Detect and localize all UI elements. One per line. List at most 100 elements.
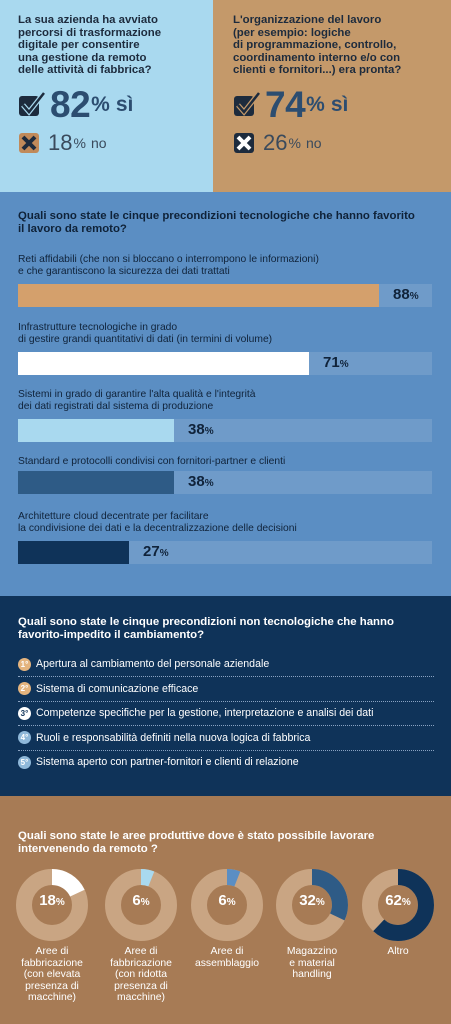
yes-percent: %: [91, 92, 110, 116]
nontech-item-label: Ruoli e responsabilità definiti nella nu…: [36, 731, 311, 744]
yes-percent: %: [306, 92, 325, 116]
donut-number: 62: [385, 892, 402, 909]
donut-percent: %: [401, 897, 411, 908]
no-value: 18: [48, 129, 73, 155]
area-donut-chart: 6%: [104, 868, 178, 942]
rank-badge: 3°: [18, 706, 31, 720]
tech-bar-fill: [18, 541, 129, 564]
nontech-list-item: 3° Competenze specifiche per la gestione,…: [18, 701, 434, 726]
tech-bar-label: Sistemi in grado di garantire l'alta qua…: [18, 389, 256, 412]
cross-icon: [234, 132, 254, 153]
donut-slice: [362, 869, 434, 941]
area-donut-chart: 32%: [275, 868, 349, 942]
tech-bar-item: Sistemi in grado di garantire l'alta qua…: [18, 389, 432, 442]
yes-label: sì: [115, 92, 134, 116]
donut-number: 6: [132, 892, 141, 909]
tech-bar-value: 71%: [323, 354, 349, 371]
donut-value: 18%: [15, 892, 89, 909]
donut-svg: [276, 869, 348, 941]
donut-percent: %: [55, 897, 65, 908]
no-value: 26: [263, 129, 288, 155]
tech-bar-fill: [18, 352, 309, 375]
tech-bar-percent: %: [204, 426, 214, 437]
question-work-organization: L'organizzazione del lavoro (per esempio…: [233, 14, 402, 76]
tech-bar-percent: %: [339, 359, 349, 370]
donut-label: Altro: [387, 946, 409, 957]
nontech-item-label: Competenze specifiche per la gestione, i…: [36, 707, 374, 719]
survey-panel-digital-transformation: La sua azienda ha avviato percorsi di tr…: [0, 0, 213, 192]
tech-bar-value: 88%: [393, 286, 419, 303]
donut-value: 62%: [361, 892, 435, 909]
yes-value: 74: [265, 83, 306, 125]
tech-bar-number: 38: [188, 421, 205, 438]
tech-bar-percent: %: [204, 478, 214, 489]
tech-bar-label: Infrastrutture tecnologiche in grado di …: [18, 322, 273, 345]
tech-bar-number: 27: [143, 543, 160, 560]
nontech-preconditions-section: Quali sono state le cinque precondizioni…: [0, 596, 451, 796]
tech-bar-value: 27%: [143, 543, 169, 560]
no-label: no: [90, 134, 107, 151]
no-percent: %: [288, 134, 301, 151]
donut-number: 18: [39, 892, 56, 909]
donut-label: Aree di fabbricazione (con ridotta prese…: [110, 946, 172, 1003]
nontech-list-item: 5° Sistema aperto con partner-fornitori e…: [18, 750, 434, 774]
tech-bar-fill: [18, 471, 174, 494]
tech-bar-label: Reti affidabili (che non si bloccano o i…: [18, 254, 319, 277]
yes-label: sì: [330, 92, 349, 116]
survey-panel-work-organization: L'organizzazione del lavoro (per esempio…: [213, 0, 451, 192]
donut-svg: [16, 869, 88, 941]
nontech-list-item: 1° Apertura al cambiamento del personale …: [18, 652, 434, 677]
donut-value: 6%: [104, 892, 178, 909]
area-donut-chart: 6%: [190, 868, 264, 942]
nontech-item-label: Sistema aperto con partner-fornitori e c…: [36, 756, 299, 768]
tech-bar-item: Architetture cloud decentrate per facili…: [18, 511, 432, 564]
donut-slice: [16, 869, 88, 941]
donut-percent: %: [226, 897, 236, 908]
tech-bar-track: 38%: [18, 471, 432, 494]
check-icon: [234, 90, 261, 116]
tech-bar-percent: %: [159, 548, 169, 559]
no-label: no: [305, 134, 322, 151]
cross-icon: [19, 132, 39, 153]
tech-bar-item: Standard e protocolli condivisi con forn…: [18, 456, 432, 494]
yes-answer: 74% sì: [233, 83, 443, 125]
tech-section-title: Quali sono state le cinque precondizioni…: [18, 210, 415, 235]
area-donut-chart: 62%: [361, 868, 435, 942]
donut-slice: [191, 869, 263, 941]
question-digital-transformation: La sua azienda ha avviato percorsi di tr…: [18, 14, 162, 76]
donut-number: 32: [299, 892, 316, 909]
tech-bar-label: Architetture cloud decentrate per facili…: [18, 511, 297, 534]
tech-bar-item: Reti affidabili (che non si bloccano o i…: [18, 254, 432, 307]
donut-value: 32%: [275, 892, 349, 909]
donut-svg: [191, 869, 263, 941]
nontech-item-label: Sistema di comunicazione efficace: [36, 682, 199, 695]
donut-label: Magazzino e material handling: [286, 946, 338, 980]
no-percent: %: [73, 134, 86, 151]
tech-bar-track: 38%: [18, 419, 432, 442]
donut-svg: [362, 869, 434, 941]
nontech-section-title: Quali sono state le cinque precondizioni…: [18, 616, 394, 641]
no-answer: 26% no: [233, 129, 443, 155]
tech-bar-track: 27%: [18, 541, 432, 564]
donut-label: Aree di assemblaggio: [194, 946, 260, 969]
donut-slice: [276, 869, 348, 941]
tech-bar-percent: %: [409, 291, 419, 302]
nontech-list-item: 4° Ruoli e responsabilità definiti nella …: [18, 726, 434, 751]
rank-badge: 5°: [18, 755, 31, 769]
area-donut-chart: 18%: [15, 868, 89, 942]
tech-bar-fill: [18, 419, 174, 442]
rank-badge: 2°: [18, 682, 31, 695]
tech-bar-track: 88%: [18, 284, 432, 307]
tech-bar-number: 38: [188, 473, 205, 490]
donut-svg: [105, 869, 177, 941]
production-areas-section: Quali sono state le aree produttive dove…: [0, 796, 451, 1024]
donut-label: Aree di fabbricazione (con elevata prese…: [21, 946, 83, 1003]
rank-badge: 4°: [18, 731, 31, 744]
donut-percent: %: [140, 897, 150, 908]
tech-bar-fill: [18, 284, 379, 307]
tech-preconditions-section: Quali sono state le cinque precondizioni…: [0, 192, 451, 596]
yes-value: 82: [50, 83, 91, 125]
tech-bar-value: 38%: [188, 421, 214, 438]
yes-answer: 82% sì: [18, 83, 203, 125]
tech-bar-number: 88: [393, 286, 410, 303]
